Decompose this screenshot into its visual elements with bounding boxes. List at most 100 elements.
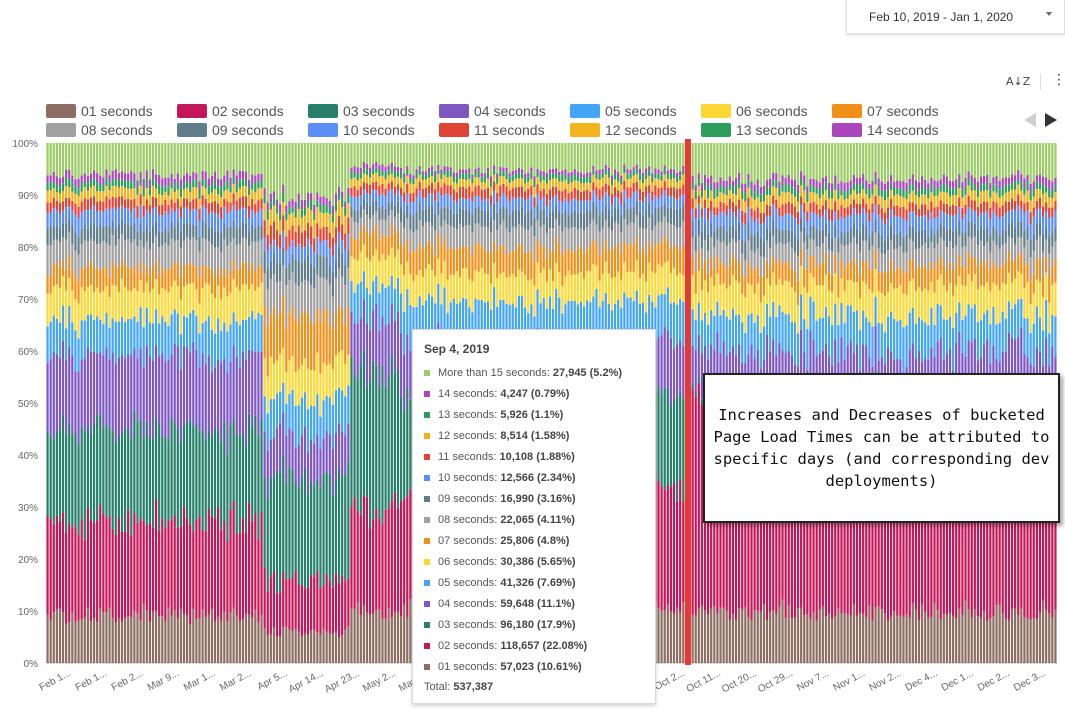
date-range-picker[interactable]: Feb 10, 2019 - Jan 1, 2020 — [846, 0, 1065, 34]
legend-item[interactable]: 14 seconds — [832, 122, 939, 138]
bar-segment — [430, 166, 434, 171]
bar-segment — [365, 496, 369, 613]
legend-item[interactable]: 11 seconds — [439, 122, 545, 138]
bar-segment — [480, 246, 483, 268]
bar — [282, 143, 285, 663]
bar-segment — [496, 173, 499, 178]
bar-segment — [257, 188, 260, 201]
bar-segment — [930, 281, 933, 309]
bar-segment — [710, 276, 713, 311]
bar-segment — [483, 210, 486, 227]
bar-segment — [161, 267, 164, 288]
bar-segment — [471, 232, 474, 258]
legend-item[interactable]: 10 seconds — [308, 122, 415, 138]
bar-segment — [762, 185, 766, 193]
bar-segment — [666, 208, 669, 223]
sort-az-icon[interactable]: A↓Z — [1006, 75, 1031, 88]
bar-segment — [378, 143, 381, 166]
bar-segment — [601, 273, 604, 301]
bar-segment — [880, 208, 883, 219]
legend-item[interactable]: 13 seconds — [701, 122, 808, 138]
bar-segment — [477, 170, 480, 178]
bar-segment — [145, 307, 148, 347]
legend-item[interactable]: 07 seconds — [832, 103, 939, 119]
bar-segment — [406, 387, 409, 497]
bar-segment — [905, 199, 908, 210]
bar-segment — [244, 186, 248, 197]
bar-segment — [855, 244, 859, 265]
bar-segment — [669, 337, 673, 406]
bar-segment — [533, 176, 536, 181]
bar-segment — [933, 196, 936, 208]
bar-segment — [784, 262, 787, 281]
bar-segment — [508, 190, 511, 202]
legend-next-icon[interactable] — [1045, 113, 1057, 127]
bar-segment — [328, 363, 331, 398]
bar-segment — [961, 285, 964, 320]
bar-segment — [341, 431, 344, 476]
legend-item[interactable]: 05 seconds — [570, 103, 677, 119]
bar-segment — [660, 180, 663, 188]
bar-segment — [970, 209, 973, 222]
bar-segment — [127, 143, 130, 174]
bar-segment — [396, 312, 400, 370]
bar-segment — [440, 187, 443, 196]
bar-segment — [896, 187, 899, 195]
bar-segment — [306, 199, 310, 208]
bar-segment — [924, 288, 927, 323]
bar-segment — [52, 286, 55, 316]
bar-segment — [161, 616, 164, 663]
bar-segment — [316, 394, 319, 435]
bar-segment — [821, 143, 824, 178]
bar-segment — [248, 232, 251, 246]
more-vert-icon[interactable]: ⋮ — [1052, 72, 1065, 88]
bar-segment — [852, 143, 855, 175]
bar-segment — [849, 194, 852, 205]
legend-item[interactable]: 06 seconds — [701, 103, 808, 119]
bar-segment — [989, 197, 992, 208]
bar-segment — [52, 181, 55, 188]
bar-segment — [632, 192, 635, 207]
bar-segment — [855, 213, 859, 230]
legend-item[interactable]: 04 seconds — [439, 103, 546, 119]
bar-segment — [443, 170, 446, 176]
bar-segment — [697, 251, 700, 272]
bar-segment — [663, 174, 666, 182]
bar-segment — [201, 143, 204, 171]
legend-item[interactable]: 09 seconds — [177, 122, 284, 138]
bar-segment — [976, 216, 980, 231]
bar-segment — [697, 219, 700, 236]
legend-item[interactable]: 02 seconds — [177, 103, 284, 119]
bar-segment — [136, 246, 139, 273]
bar-segment — [483, 173, 486, 178]
bar-segment — [626, 187, 629, 198]
bar-segment — [697, 143, 700, 174]
legend-item[interactable]: 03 seconds — [308, 103, 415, 119]
bar-segment — [911, 182, 914, 191]
chart-legend: 01 seconds 02 seconds 03 seconds 04 seconds… — [46, 103, 1006, 139]
legend-item[interactable]: 08 seconds — [46, 122, 153, 138]
bar — [306, 143, 310, 663]
bar-segment — [893, 233, 896, 250]
bar-segment — [89, 284, 93, 315]
bar-segment — [300, 636, 303, 663]
bar-segment — [967, 177, 970, 186]
bar-segment — [930, 177, 933, 185]
bar-segment — [750, 196, 753, 209]
bar-segment — [114, 178, 117, 187]
bar-segment — [936, 303, 939, 343]
legend-prev-icon[interactable] — [1024, 113, 1036, 127]
bar-segment — [458, 247, 462, 277]
bar-segment — [176, 313, 179, 347]
bar-segment — [672, 225, 676, 247]
legend-item[interactable]: 01 seconds — [46, 103, 153, 119]
bar-segment — [241, 186, 245, 197]
bar-segment — [682, 398, 685, 502]
legend-item[interactable]: 12 seconds — [570, 122, 677, 138]
bar-segment — [722, 283, 725, 310]
bar-segment — [924, 143, 927, 181]
bar-segment — [669, 487, 673, 612]
bar-segment — [341, 224, 344, 241]
bar-segment — [446, 143, 449, 167]
bar-segment — [365, 175, 369, 184]
